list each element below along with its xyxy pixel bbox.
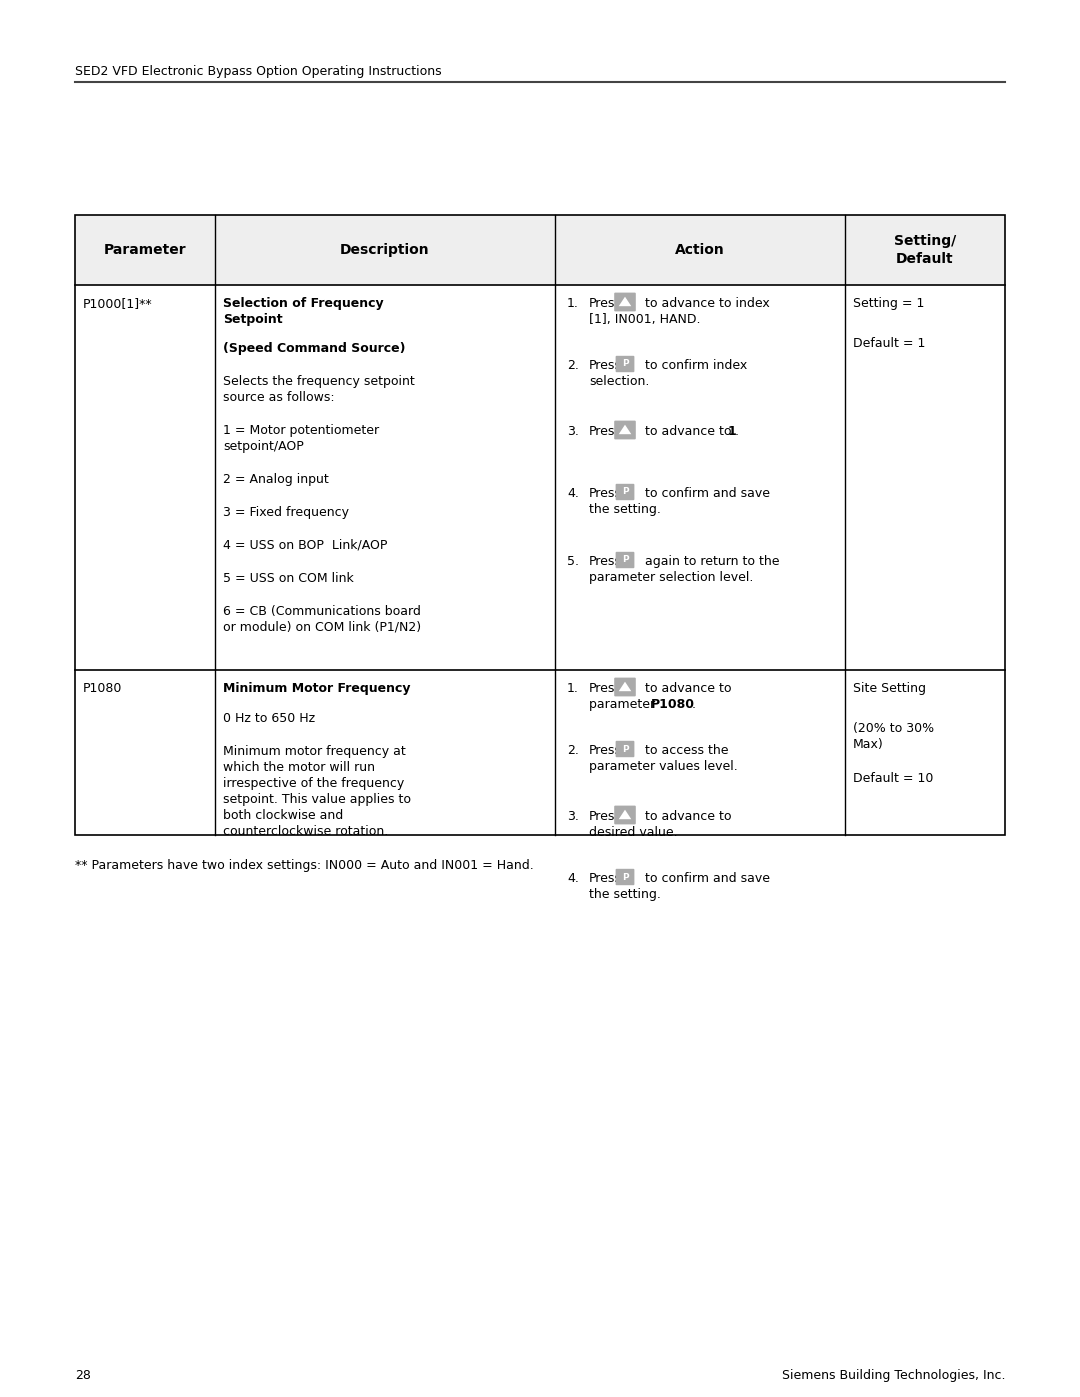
- Text: source as follows:: source as follows:: [222, 391, 335, 404]
- FancyBboxPatch shape: [616, 552, 634, 569]
- Text: 5 = USS on COM link: 5 = USS on COM link: [222, 571, 354, 585]
- Text: 6 = CB (Communications board: 6 = CB (Communications board: [222, 605, 421, 617]
- Text: P: P: [622, 556, 629, 564]
- Text: setpoint. This value applies to: setpoint. This value applies to: [222, 793, 411, 806]
- Text: 2 = Analog input: 2 = Analog input: [222, 474, 328, 486]
- Bar: [75, 215, 1005, 835]
- Text: to advance to: to advance to: [645, 425, 735, 439]
- Text: 3.: 3.: [567, 425, 579, 439]
- Text: .: .: [692, 698, 696, 711]
- Text: Selects the frequency setpoint: Selects the frequency setpoint: [222, 374, 415, 388]
- Text: parameter: parameter: [589, 698, 659, 711]
- FancyBboxPatch shape: [616, 869, 634, 886]
- Text: the setting.: the setting.: [589, 503, 661, 515]
- Bar: [75, 215, 1005, 285]
- Text: P1080: P1080: [83, 682, 122, 694]
- Polygon shape: [619, 682, 632, 692]
- Text: (Speed Command Source): (Speed Command Source): [222, 342, 405, 355]
- Text: 1.: 1.: [567, 298, 579, 310]
- Text: 3.: 3.: [567, 810, 579, 823]
- FancyBboxPatch shape: [615, 420, 636, 440]
- Text: 1 = Motor potentiometer: 1 = Motor potentiometer: [222, 425, 379, 437]
- Text: to confirm index: to confirm index: [645, 359, 747, 372]
- Text: both clockwise and: both clockwise and: [222, 809, 343, 821]
- Text: the setting.: the setting.: [589, 888, 661, 901]
- Text: P: P: [622, 873, 629, 882]
- Text: counterclockwise rotation.: counterclockwise rotation.: [222, 826, 388, 838]
- FancyBboxPatch shape: [616, 740, 634, 757]
- Text: to advance to: to advance to: [645, 810, 731, 823]
- Text: Default: Default: [896, 251, 954, 265]
- Text: ** Parameters have two index settings: IN000 = Auto and IN001 = Hand.: ** Parameters have two index settings: I…: [75, 859, 534, 872]
- Text: 2.: 2.: [567, 359, 579, 372]
- Text: Description: Description: [340, 243, 430, 257]
- Text: P1000[1]**: P1000[1]**: [83, 298, 152, 310]
- Text: P1080: P1080: [651, 698, 696, 711]
- Text: to confirm and save: to confirm and save: [645, 872, 770, 886]
- Text: Action: Action: [675, 243, 725, 257]
- Text: setpoint/AOP: setpoint/AOP: [222, 440, 303, 453]
- Text: P: P: [622, 359, 629, 369]
- Text: 4.: 4.: [567, 872, 579, 886]
- Polygon shape: [619, 810, 632, 819]
- Text: Default = 1: Default = 1: [853, 337, 926, 351]
- Text: parameter values level.: parameter values level.: [589, 760, 738, 773]
- Text: Setting = 1: Setting = 1: [853, 298, 924, 310]
- Text: [1], IN001, HAND.: [1], IN001, HAND.: [589, 313, 701, 326]
- Text: 4.: 4.: [567, 488, 579, 500]
- FancyBboxPatch shape: [615, 678, 636, 696]
- Text: P: P: [622, 488, 629, 496]
- Polygon shape: [619, 296, 632, 306]
- Text: again to return to the: again to return to the: [645, 555, 780, 569]
- Text: Press: Press: [589, 488, 622, 500]
- Text: Setpoint: Setpoint: [222, 313, 283, 326]
- Text: parameter selection level.: parameter selection level.: [589, 571, 754, 584]
- Text: Site Setting: Site Setting: [853, 682, 926, 694]
- Text: 0 Hz to 650 Hz: 0 Hz to 650 Hz: [222, 712, 315, 725]
- Text: Default = 10: Default = 10: [853, 773, 933, 785]
- Text: 2.: 2.: [567, 745, 579, 757]
- Text: Max): Max): [853, 738, 883, 752]
- Text: Press: Press: [589, 359, 622, 372]
- Text: to advance to index: to advance to index: [645, 298, 770, 310]
- Text: Press: Press: [589, 298, 622, 310]
- Text: Press: Press: [589, 872, 622, 886]
- Text: Setting/: Setting/: [894, 235, 956, 249]
- Text: (20% to 30%: (20% to 30%: [853, 722, 934, 735]
- Text: Press: Press: [589, 682, 622, 694]
- Text: .: .: [735, 425, 739, 439]
- Text: Minimum Motor Frequency: Minimum Motor Frequency: [222, 682, 410, 694]
- Text: irrespective of the frequency: irrespective of the frequency: [222, 777, 404, 789]
- Text: Press: Press: [589, 745, 622, 757]
- FancyBboxPatch shape: [615, 806, 636, 824]
- Text: or module) on COM link (P1/N2): or module) on COM link (P1/N2): [222, 622, 421, 634]
- Text: 1.: 1.: [567, 682, 579, 694]
- Text: Minimum motor frequency at: Minimum motor frequency at: [222, 745, 406, 759]
- FancyBboxPatch shape: [616, 483, 634, 500]
- Text: to advance to: to advance to: [645, 682, 731, 694]
- Text: 5.: 5.: [567, 555, 579, 569]
- FancyBboxPatch shape: [615, 292, 636, 312]
- Text: Parameter: Parameter: [104, 243, 187, 257]
- Text: Siemens Building Technologies, Inc.: Siemens Building Technologies, Inc.: [782, 1369, 1005, 1382]
- Text: to confirm and save: to confirm and save: [645, 488, 770, 500]
- Text: 4 = USS on BOP  Link/AOP: 4 = USS on BOP Link/AOP: [222, 539, 388, 552]
- Text: 3 = Fixed frequency: 3 = Fixed frequency: [222, 506, 349, 520]
- Text: Press: Press: [589, 810, 622, 823]
- Text: P: P: [622, 745, 629, 753]
- Text: to access the: to access the: [645, 745, 729, 757]
- Text: SED2 VFD Electronic Bypass Option Operating Instructions: SED2 VFD Electronic Bypass Option Operat…: [75, 66, 442, 78]
- Text: selection.: selection.: [589, 374, 649, 388]
- Polygon shape: [619, 425, 632, 434]
- Text: which the motor will run: which the motor will run: [222, 761, 375, 774]
- Text: 28: 28: [75, 1369, 91, 1382]
- Text: desired value.: desired value.: [589, 826, 677, 840]
- FancyBboxPatch shape: [616, 356, 634, 372]
- Text: Press: Press: [589, 425, 622, 439]
- Text: Selection of Frequency: Selection of Frequency: [222, 298, 383, 310]
- Text: 1: 1: [728, 425, 737, 439]
- Text: Press: Press: [589, 555, 622, 569]
